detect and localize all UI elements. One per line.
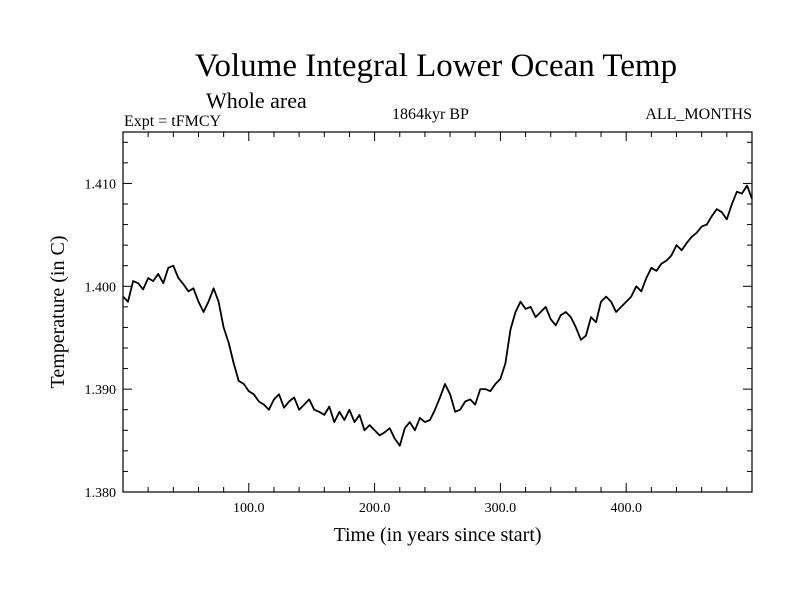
chart-subtitle: Whole area (206, 88, 307, 113)
experiment-label: Expt = tFMCY (124, 113, 222, 130)
y-tick-label: 1.400 (85, 280, 117, 295)
y-tick-label: 1.390 (85, 383, 117, 398)
period-label: 1864kyr BP (392, 106, 469, 123)
plot-frame (122, 131, 753, 493)
x-axis-label: Time (in years since start) (333, 524, 541, 546)
months-label: ALL_MONTHS (645, 106, 752, 123)
series-line (122, 184, 753, 447)
chart-title: Volume Integral Lower Ocean Temp (194, 48, 678, 84)
y-axis-label: Temperature (in C) (47, 236, 69, 389)
tick-labels: 100.0 200.0 300.0 400.0 1.380 1.390 1.400 1.410 (85, 177, 642, 516)
x-tick-label: 200.0 (359, 501, 391, 516)
x-tick-label: 300.0 (485, 501, 517, 516)
x-tick-label: 100.0 (233, 501, 265, 516)
y-tick-label: 1.410 (85, 177, 117, 192)
x-tick-label: 400.0 (610, 501, 642, 516)
y-tick-label: 1.380 (85, 486, 117, 501)
tick-marks (123, 132, 752, 492)
